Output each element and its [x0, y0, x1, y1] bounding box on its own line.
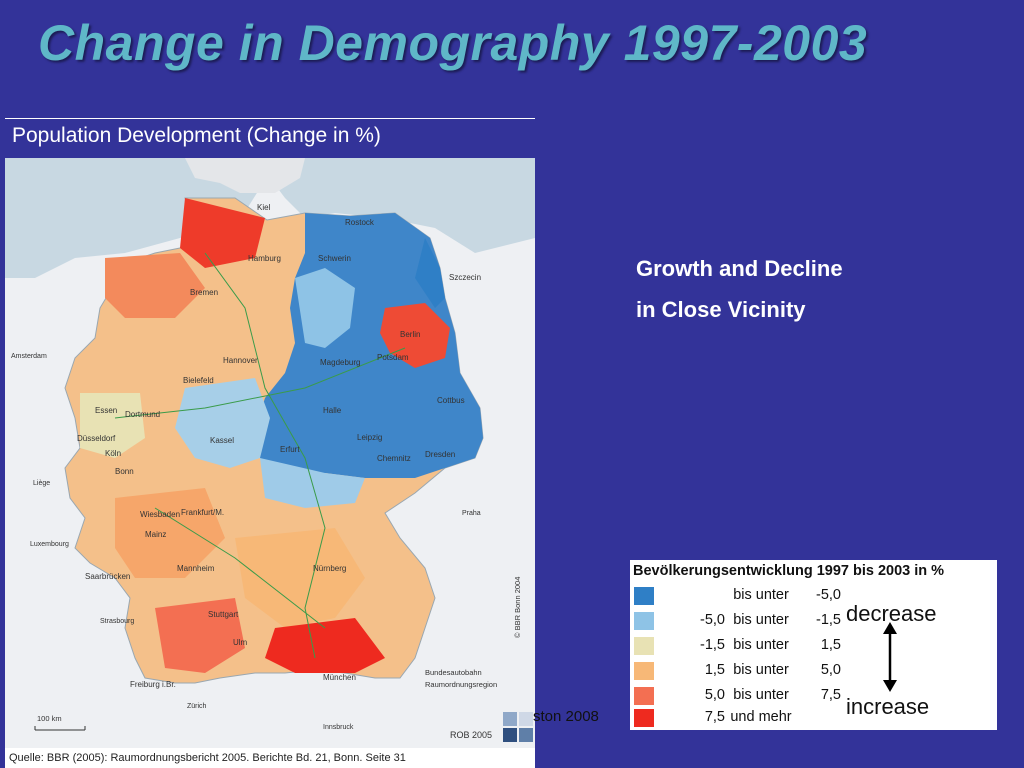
- city-label-magdeburg: Magdeburg: [320, 358, 361, 367]
- city-label-kiel: Kiel: [257, 203, 271, 212]
- city-label-leipzig: Leipzig: [357, 433, 383, 442]
- slide-title: Change in Demography 1997-2003: [38, 15, 868, 71]
- map-legend: Bevölkerungsentwicklung 1997 bis 2003 in…: [630, 560, 997, 730]
- legend-title: Bevölkerungsentwicklung 1997 bis 2003 in…: [633, 563, 945, 579]
- increase-label: increase: [846, 694, 930, 719]
- legend-row: 7,5 und mehr: [630, 706, 997, 731]
- south-red-area: [155, 598, 245, 673]
- legend-row: -1,5 bis unter 1,5: [630, 634, 997, 659]
- legend-range: -1,5 bis unter 1,5: [700, 637, 841, 653]
- southwest-orange: [115, 488, 225, 578]
- city-label-bremen: Bremen: [190, 288, 219, 297]
- city-label-schwerin: Schwerin: [318, 254, 351, 263]
- city-label-mainz: Mainz: [145, 530, 167, 539]
- map-graphic: [5, 158, 535, 731]
- city-label-liege: Liège: [33, 480, 51, 487]
- city-label-saarbruecken: Saarbrücken: [85, 572, 131, 581]
- city-label-hannover: Hannover: [223, 356, 258, 365]
- legend-range: bis unter -5,0: [733, 587, 841, 603]
- city-label-essen: Essen: [95, 406, 118, 415]
- motorway: [114, 347, 406, 419]
- berlin-growth-area: [380, 303, 450, 368]
- logo-icon: [503, 712, 533, 742]
- city-label-frankfurt: Frankfurt/M.: [181, 508, 225, 517]
- city-label-ulm: Ulm: [233, 638, 248, 647]
- city-label-bielefeld: Bielefeld: [183, 376, 214, 385]
- city-label-bonn: Bonn: [115, 467, 134, 476]
- legend-range: 5,0 bis unter 7,5: [704, 687, 841, 703]
- double-arrow-icon: [883, 622, 897, 692]
- baltic-sea: [255, 158, 535, 253]
- decrease-label: decrease: [846, 601, 937, 626]
- scale-label: 100 km: [37, 714, 62, 723]
- city-label-amsterdam: Amsterdam: [11, 353, 47, 360]
- key-message-line: Growth and Decline: [636, 256, 843, 281]
- city-label-stuttgart: Stuttgart: [208, 610, 239, 619]
- key-message-line: in Close Vicinity: [636, 297, 806, 322]
- city-label-nuernberg: Nürnberg: [313, 564, 347, 573]
- city-label-duesseldorf: Düsseldorf: [77, 434, 116, 443]
- rob-label: ROB 2005: [450, 730, 493, 740]
- legend-row: bis unter -5,0: [630, 584, 997, 609]
- city-label-dortmund: Dortmund: [125, 410, 161, 419]
- city-label-muenchen: München: [323, 673, 356, 682]
- legend-swatch: [634, 612, 654, 630]
- city-label-wiesbaden: Wiesbaden: [140, 510, 181, 519]
- city-label-praha: Praha: [462, 510, 481, 517]
- legend-swatch: [634, 709, 654, 727]
- legend-range: 1,5 bis unter 5,0: [704, 662, 841, 678]
- ruhr-area: [80, 393, 145, 458]
- population-change-map: Kiel Rostock Hamburg Schwerin Szczecin B…: [5, 158, 535, 768]
- legend-range: 7,5 und mehr: [704, 709, 792, 725]
- city-label-hamburg: Hamburg: [248, 254, 281, 263]
- motorway: [154, 507, 326, 629]
- key-message: Growth and Decline in Close Vicinity: [636, 248, 843, 330]
- city-label-potsdam: Potsdam: [377, 353, 409, 362]
- munich-red-area: [265, 618, 385, 673]
- legend-swatch: [634, 637, 654, 655]
- central-mix-area: [175, 378, 270, 468]
- city-label-koeln: Köln: [105, 449, 122, 458]
- scale-bar: [34, 726, 86, 731]
- city-label-erfurt: Erfurt: [280, 445, 300, 454]
- city-label-luxembourg: Luxembourg: [30, 541, 69, 548]
- title-divider: [5, 118, 535, 119]
- denmark: [185, 158, 305, 193]
- motorway-key: Bundesautobahn: [425, 668, 482, 677]
- city-label-chemnitz: Chemnitz: [377, 454, 411, 463]
- northwest-orange: [105, 253, 205, 318]
- city-label-szczecin: Szczecin: [449, 273, 482, 282]
- legend-row: -5,0 bis unter -1,5: [630, 609, 997, 634]
- legend-swatch: [634, 587, 654, 605]
- north-red-area: [180, 198, 265, 268]
- legend-swatch: [634, 662, 654, 680]
- legend-range: -5,0 bis unter -1,5: [700, 612, 841, 628]
- city-label-berlin: Berlin: [400, 330, 421, 339]
- map-subtitle: Population Development (Change in %): [12, 124, 381, 147]
- city-label-cottbus: Cottbus: [437, 396, 465, 405]
- city-label-zuerich: Zürich: [187, 703, 207, 710]
- city-label-dresden: Dresden: [425, 450, 456, 459]
- northeast-border-area: [415, 238, 445, 308]
- east-light-area: [295, 268, 355, 348]
- city-label-strasbourg: Strasbourg: [100, 618, 135, 625]
- city-label-halle: Halle: [323, 406, 342, 415]
- map-source: Quelle: BBR (2005): Raumordnungsbericht …: [5, 748, 535, 768]
- city-label-freiburg: Freiburg i.Br.: [130, 680, 176, 689]
- city-label-mannheim: Mannheim: [177, 564, 215, 573]
- map-copyright: © BBR Bonn 2004: [513, 576, 522, 638]
- city-label-kassel: Kassel: [210, 436, 235, 445]
- region-key: Raumordnungsregion: [425, 680, 498, 689]
- legend-row: 1,5 bis unter 5,0: [630, 659, 997, 684]
- legend-swatch: [634, 687, 654, 705]
- bavaria-orange: [235, 528, 365, 628]
- footer-text: ston 2008: [533, 708, 599, 725]
- legend-row: 5,0 bis unter 7,5: [630, 684, 997, 709]
- city-label-innsbruck: Innsbruck: [323, 724, 354, 731]
- motorway: [204, 252, 326, 659]
- city-label-rostock: Rostock: [345, 218, 374, 227]
